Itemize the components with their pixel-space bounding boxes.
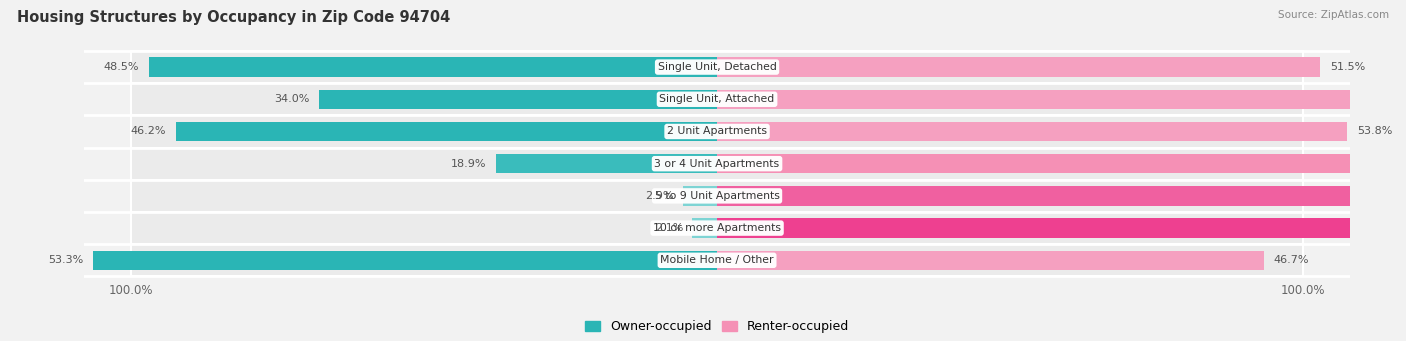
Text: 18.9%: 18.9%	[451, 159, 486, 169]
Bar	[717, 90, 1406, 109]
Text: Source: ZipAtlas.com: Source: ZipAtlas.com	[1278, 10, 1389, 20]
Bar	[176, 122, 717, 141]
Text: Mobile Home / Other: Mobile Home / Other	[661, 255, 773, 265]
Bar	[131, 115, 1303, 148]
Bar	[131, 244, 1303, 277]
Text: 34.0%: 34.0%	[274, 94, 309, 104]
Bar	[131, 51, 1303, 83]
Text: 2 Unit Apartments: 2 Unit Apartments	[666, 127, 768, 136]
Text: 5 to 9 Unit Apartments: 5 to 9 Unit Apartments	[655, 191, 779, 201]
Bar	[717, 219, 1406, 238]
Text: 53.8%: 53.8%	[1357, 127, 1392, 136]
Bar	[717, 122, 1347, 141]
Text: 51.5%: 51.5%	[1330, 62, 1365, 72]
Bar	[717, 251, 1264, 270]
Bar	[149, 57, 717, 77]
Bar	[683, 186, 717, 206]
Legend: Owner-occupied, Renter-occupied: Owner-occupied, Renter-occupied	[581, 315, 853, 338]
Text: Housing Structures by Occupancy in Zip Code 94704: Housing Structures by Occupancy in Zip C…	[17, 10, 450, 25]
Bar	[693, 219, 717, 238]
Text: Single Unit, Detached: Single Unit, Detached	[658, 62, 776, 72]
Bar	[131, 83, 1303, 115]
Text: Single Unit, Attached: Single Unit, Attached	[659, 94, 775, 104]
Text: 46.7%: 46.7%	[1274, 255, 1309, 265]
Bar	[131, 180, 1303, 212]
Bar	[93, 251, 717, 270]
Bar	[319, 90, 717, 109]
Bar	[717, 154, 1406, 173]
Bar	[131, 148, 1303, 180]
Text: 10 or more Apartments: 10 or more Apartments	[652, 223, 782, 233]
Bar	[496, 154, 717, 173]
Bar	[131, 212, 1303, 244]
Text: 2.9%: 2.9%	[645, 191, 673, 201]
Bar	[717, 57, 1320, 77]
Bar	[717, 186, 1406, 206]
Text: 3 or 4 Unit Apartments: 3 or 4 Unit Apartments	[655, 159, 779, 169]
Text: 46.2%: 46.2%	[131, 127, 166, 136]
Text: 48.5%: 48.5%	[104, 62, 139, 72]
Text: 53.3%: 53.3%	[48, 255, 83, 265]
Text: 2.1%: 2.1%	[655, 223, 683, 233]
